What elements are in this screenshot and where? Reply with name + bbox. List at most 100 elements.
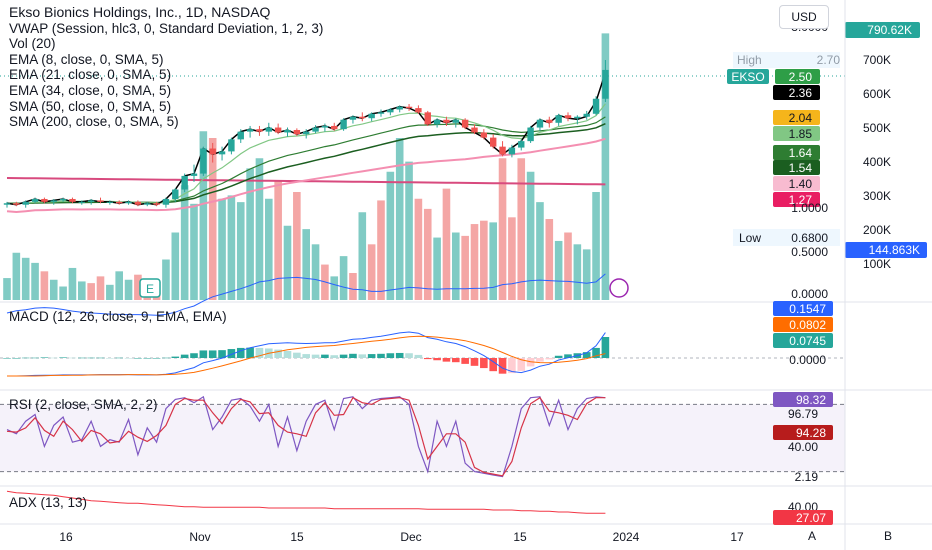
legend-ema-21: EMA (21, close, 0, SMA, 5) — [9, 67, 172, 83]
volume-bar — [190, 203, 198, 300]
low-label: Low — [739, 231, 761, 245]
volume-bar — [311, 244, 320, 300]
currency-button[interactable]: USD — [779, 5, 829, 29]
candle-body — [144, 203, 151, 205]
dividend-badge-icon — [609, 278, 629, 298]
time-axis-tick: 16 — [59, 530, 73, 544]
candle-body — [97, 200, 104, 202]
candle-body — [228, 139, 235, 152]
candle-body — [134, 201, 142, 205]
macd-histogram-bar — [87, 357, 95, 359]
volume-ma-tag: 144.863K — [869, 243, 920, 257]
volume-bar — [498, 158, 507, 300]
earnings-badge-label: E — [146, 282, 154, 296]
volume-bar — [573, 244, 582, 300]
volume-ma-tag-bg — [845, 242, 927, 258]
volume-bar — [480, 220, 488, 300]
low-value: 0.6800 — [791, 231, 828, 245]
macd-histogram-bar — [59, 357, 67, 358]
volume-bar — [21, 257, 30, 300]
macd-histogram-bar — [246, 347, 254, 358]
candle-body — [583, 113, 590, 117]
candle-body — [480, 132, 488, 138]
macd-histogram-bar — [536, 358, 544, 362]
candle-body — [256, 129, 263, 132]
legend-ema-8: EMA (8, close, 0, SMA, 5) — [9, 51, 164, 67]
macd-histogram-bar — [564, 354, 572, 358]
macd-histogram-bar — [339, 354, 348, 358]
macd-histogram-bar — [517, 358, 526, 371]
price-tag: 1.54 — [789, 161, 813, 175]
macd-tag-bg — [773, 317, 833, 332]
volume-bar — [405, 161, 413, 300]
candle-body — [78, 201, 85, 203]
price-tag-bg — [773, 126, 820, 141]
volume-bar — [545, 219, 554, 300]
volume-bar — [592, 192, 600, 300]
volume-bar — [358, 212, 367, 300]
volume-axis-tick: 500K — [863, 121, 891, 135]
candle-body — [246, 129, 254, 132]
adx-pane-label: ADX (13, 13) — [9, 495, 88, 510]
candle-body — [3, 203, 11, 205]
candle-body — [443, 119, 450, 123]
price-tag: 2.04 — [789, 111, 813, 125]
macd-histogram-bar — [180, 354, 189, 358]
candle-body — [359, 116, 366, 119]
price-axis-tick: 1.0000 — [791, 201, 828, 215]
macd-histogram-bar — [12, 358, 21, 359]
rsi-axis-tick: 2.19 — [795, 470, 819, 484]
rsi-axis-tick: 40.00 — [788, 440, 818, 454]
volume-axis-tick: 600K — [863, 87, 891, 101]
candle-body — [209, 148, 216, 155]
scale-b-button[interactable]: B — [884, 529, 893, 543]
volume-bar — [564, 232, 572, 300]
volume-bar — [180, 185, 189, 300]
candle-body — [508, 147, 516, 155]
macd-histogram-bar — [489, 358, 497, 372]
time-axis-tick: 15 — [290, 530, 304, 544]
macd-histogram-bar — [208, 350, 217, 358]
candle-body — [555, 115, 562, 123]
volume-bar — [601, 33, 610, 300]
macd-pane-label: MACD (12, 26, close, 9, EMA, EMA) — [9, 309, 227, 324]
volume-bar — [78, 281, 86, 300]
candle-body — [349, 116, 357, 120]
time-axis-tick: 17 — [730, 530, 744, 544]
macd-histogram-bar — [134, 358, 142, 359]
macd-histogram-bar — [498, 358, 507, 374]
candle-body — [125, 201, 132, 204]
macd-histogram-bar — [274, 349, 282, 358]
volume-total-tag-bg — [845, 22, 920, 38]
volume-bar — [433, 237, 441, 300]
price-axis-tick: 0.0000 — [791, 287, 828, 301]
volume-bar — [255, 158, 264, 300]
volume-bar — [246, 168, 254, 300]
macd-histogram-bar — [227, 349, 236, 358]
macd-tag-bg — [773, 301, 833, 316]
rsi-line — [6, 395, 606, 478]
price-axis-tick: 0.5000 — [791, 245, 828, 259]
volume-bar — [377, 200, 385, 300]
candle-body — [87, 200, 95, 202]
candle-body — [265, 127, 272, 132]
sma-50-line — [6, 137, 606, 214]
macd-histogram-bar — [49, 357, 58, 359]
scale-auto-button[interactable]: A — [808, 529, 817, 543]
volume-bar — [302, 229, 310, 300]
candle-body — [340, 119, 347, 130]
macd-histogram-bar — [21, 357, 30, 359]
volume-bar — [274, 180, 282, 300]
macd-histogram-bar — [330, 355, 339, 358]
volume-bar — [452, 232, 460, 300]
volume-bar — [349, 273, 357, 300]
volume-bar — [59, 286, 67, 300]
price-tag-bg — [773, 176, 820, 191]
volume-bar — [330, 276, 339, 300]
candle-body — [527, 127, 534, 142]
earnings-badge — [139, 278, 161, 298]
macd-histogram-bar — [143, 358, 152, 359]
volume-bar — [470, 224, 479, 300]
macd-histogram-bar — [199, 350, 208, 358]
